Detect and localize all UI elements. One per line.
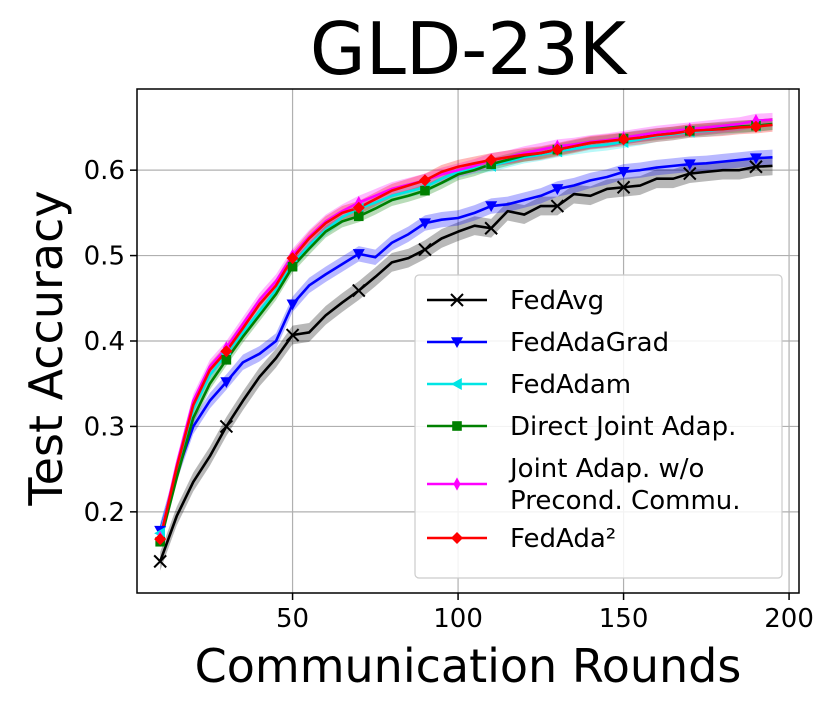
series-markers	[153, 114, 763, 569]
legend-marker	[453, 477, 461, 491]
legend-marker	[452, 421, 462, 431]
data-point-marker	[484, 221, 498, 235]
series-line	[158, 164, 773, 562]
data-point-marker	[418, 174, 431, 187]
data-point-marker	[550, 199, 565, 213]
data-point-marker	[683, 166, 697, 181]
data-point-marker	[352, 283, 366, 298]
legend-label: Joint Adap. w/o	[508, 454, 704, 484]
data-point-marker	[220, 377, 233, 389]
x-tick-label: 100	[433, 604, 483, 634]
data-point-marker	[153, 554, 167, 569]
legend-label: FedAvg	[510, 286, 604, 316]
series-line	[158, 123, 773, 540]
x-tick-label: 200	[764, 604, 814, 634]
legend-marker	[451, 378, 462, 390]
x-tick-label: 150	[599, 604, 649, 634]
series-line	[158, 156, 773, 532]
data-point-marker	[352, 249, 365, 260]
y-tick-label: 0.5	[84, 242, 125, 272]
legend-marker	[450, 293, 464, 307]
y-tick-label: 0.3	[84, 412, 125, 442]
legend-label: FedAdam	[510, 370, 631, 400]
data-point-marker	[749, 153, 762, 165]
data-point-marker	[683, 159, 696, 171]
y-tick-label: 0.6	[84, 156, 125, 186]
data-point-marker	[683, 124, 696, 137]
legend-label: FedAdaGrad	[510, 328, 669, 358]
y-axis-label: Test Accuracy	[19, 190, 73, 506]
legend-box	[414, 274, 783, 579]
x-tick-label: 50	[276, 604, 309, 634]
data-point-marker	[551, 184, 564, 195]
data-point-marker	[286, 299, 299, 311]
data-point-marker	[617, 133, 630, 146]
data-point-marker	[418, 218, 431, 230]
data-point-marker	[285, 328, 300, 342]
y-tick-label: 0.2	[84, 498, 125, 528]
legend: FedAvg FedAdaGrad FedAdam Direct Joint Adap…	[414, 274, 783, 579]
axis-ticks: 50 100 150 200 0.2 0.3 0.4 0.5 0.6	[84, 156, 814, 634]
data-point-marker	[749, 160, 763, 174]
data-point-marker	[154, 533, 167, 546]
data-point-marker	[617, 167, 630, 178]
data-point-marker	[219, 419, 234, 434]
data-point-marker	[418, 242, 432, 257]
legend-marker	[451, 337, 463, 348]
data-point-marker	[420, 185, 430, 196]
data-point-marker	[353, 211, 364, 222]
y-tick-label: 0.4	[84, 327, 125, 357]
legend-label: Direct Joint Adap.	[510, 412, 736, 442]
series-lines	[158, 118, 773, 562]
data-point-marker	[485, 153, 498, 166]
legend-marker	[451, 532, 463, 544]
data-point-marker	[287, 261, 298, 272]
legend-label: Precond. Commu.	[510, 486, 741, 516]
series-line	[158, 118, 773, 538]
data-point-marker	[616, 180, 631, 194]
data-point-marker	[485, 201, 498, 213]
data-point-marker	[352, 201, 365, 214]
legend-label: FedAda²	[510, 524, 616, 554]
data-point-marker	[749, 120, 762, 133]
data-point-marker	[220, 345, 233, 358]
chart-title: GLD-23K	[310, 7, 628, 91]
data-point-marker	[551, 143, 564, 156]
data-point-marker	[221, 354, 232, 365]
data-point-marker	[286, 252, 299, 265]
x-axis-label: Communication Rounds	[195, 639, 742, 693]
